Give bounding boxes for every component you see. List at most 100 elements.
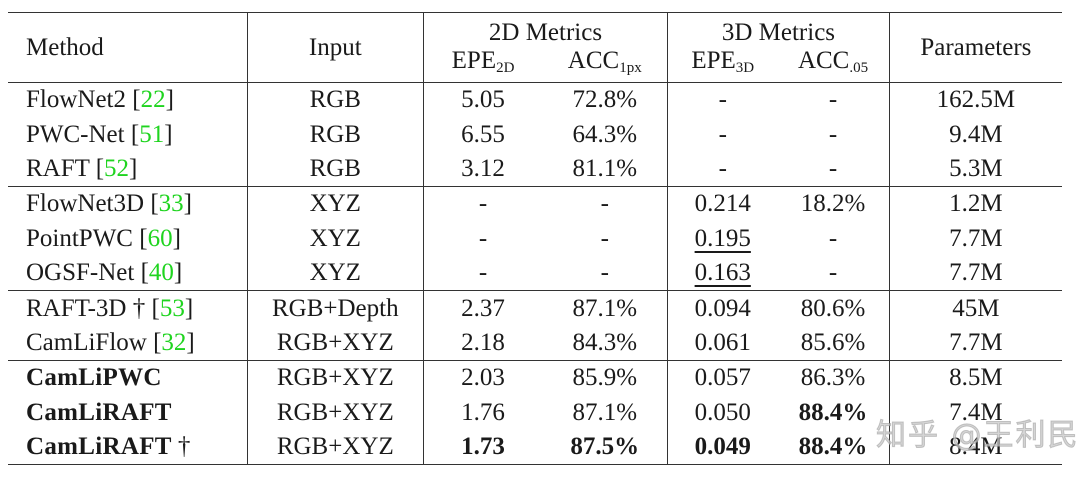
header-row-1: Method Input 2D Metrics 3D Metrics Param… <box>8 12 1062 83</box>
input-cell: RGB <box>247 117 424 152</box>
citation-link[interactable]: 32 <box>161 328 187 356</box>
acc05-cell: - <box>777 82 890 118</box>
acc1px-cell: - <box>542 186 669 222</box>
citation-link[interactable]: 53 <box>159 294 185 322</box>
header-parameters: Parameters <box>920 33 1032 61</box>
input-cell: XYZ <box>247 255 424 291</box>
table-row: FlowNet3D [33] XYZ - - 0.214 18.2% 1.2M <box>8 186 1062 222</box>
table-row: FlowNet2 [22] RGB 5.05 72.8% - - 162.5M <box>8 82 1062 118</box>
epe2d-cell: - <box>478 224 488 252</box>
input-cell: RGB <box>247 151 424 187</box>
epe3d-cell: 0.061 <box>694 328 751 356</box>
epe2d-cell-best: 1.73 <box>423 429 543 466</box>
acc1px-cell: 85.9% <box>542 360 669 396</box>
epe2d-cell: 5.05 <box>423 82 543 118</box>
method-cell: CamLiPWC <box>8 360 248 396</box>
epe3d-cell: - <box>718 120 727 148</box>
epe3d-cell: 0.214 <box>667 186 778 222</box>
params-cell: 7.4M <box>949 398 1003 426</box>
params-cell: 8.5M <box>889 360 1062 396</box>
citation-link[interactable]: 22 <box>140 86 166 114</box>
citation-link[interactable]: 33 <box>158 190 184 218</box>
second-best-value: 0.163 <box>694 259 751 287</box>
header-acc05: ACC.05 <box>777 47 890 83</box>
epe2d-cell: - <box>423 186 543 222</box>
table-row: CamLiFlow [32] RGB+XYZ 2.18 84.3% 0.061 … <box>8 325 1062 361</box>
method-cell: CamLiRAFT <box>8 395 248 430</box>
epe3d-cell: - <box>667 82 778 118</box>
input-cell: RGB+XYZ <box>247 395 424 430</box>
epe3d-cell: 0.057 <box>667 360 778 396</box>
header-3d-metrics: 3D Metrics <box>667 12 890 47</box>
input-cell: RGB+XYZ <box>247 429 424 466</box>
header-method: Method <box>8 12 248 83</box>
input-cell: RGB+Depth <box>247 290 424 326</box>
acc1px-cell: - <box>542 255 669 291</box>
method-cell: PointPWC [60] <box>8 221 248 256</box>
table-row: CamLiRAFT RGB+XYZ 1.76 87.1% 0.050 88.4%… <box>8 395 1062 430</box>
method-cell: RAFT [52] <box>8 151 248 187</box>
input-cell: XYZ <box>247 186 424 222</box>
epe2d-cell: 1.76 <box>461 398 505 426</box>
acc1px-cell-best: 87.5% <box>542 429 669 466</box>
acc05-cell: 86.3% <box>777 360 890 396</box>
acc1px-cell: 72.8% <box>542 82 669 118</box>
method-cell: PWC-Net [51] <box>8 117 248 152</box>
method-cell: CamLiFlow [32] <box>8 325 248 361</box>
table-row: CamLiPWC RGB+XYZ 2.03 85.9% 0.057 86.3% … <box>8 360 1062 396</box>
input-cell: RGB+XYZ <box>247 360 424 396</box>
epe3d-cell: 0.094 <box>667 290 778 326</box>
second-best-value: 0.195 <box>694 224 751 252</box>
epe3d-cell: 0.050 <box>694 398 751 426</box>
citation-link[interactable]: 40 <box>148 259 174 287</box>
epe2d-cell: - <box>478 259 488 287</box>
results-table-container: Method Input 2D Metrics 3D Metrics Param… <box>8 12 1062 466</box>
method-cell: CamLiRAFT † <box>8 429 248 466</box>
acc1px-cell: - <box>542 221 669 256</box>
epe3d-cell: 0.195 <box>668 222 778 256</box>
citation-link[interactable]: 60 <box>147 224 173 252</box>
params-cell: 7.7M <box>949 328 1003 356</box>
acc05-cell: - <box>777 117 890 152</box>
header-row-2: EPE2D ACC1px EPE3D ACC.05 <box>8 47 1062 83</box>
header-2d-metrics: 2D Metrics <box>423 12 669 47</box>
method-cell: FlowNet2 [22] <box>8 82 248 118</box>
params-cell: 162.5M <box>889 82 1062 118</box>
acc1px-cell: 81.1% <box>542 151 669 187</box>
citation-link[interactable]: 52 <box>104 154 130 182</box>
acc05-cell-best: 88.4% <box>777 429 890 466</box>
header-epe2d: EPE2D <box>451 47 515 76</box>
table-row: PointPWC [60] XYZ - - 0.195 - 7.7M <box>8 221 1062 256</box>
acc1px-cell: 87.1% <box>542 395 669 430</box>
table-row: CamLiRAFT † RGB+XYZ 1.73 87.5% 0.049 88.… <box>8 429 1062 466</box>
epe2d-cell: 2.18 <box>461 328 505 356</box>
method-cell: RAFT-3D † [53] <box>8 290 248 326</box>
acc1px-cell: 84.3% <box>542 325 669 361</box>
input-cell: RGB <box>247 82 424 118</box>
epe2d-cell: 3.12 <box>461 154 505 182</box>
header-epe3d: EPE3D <box>691 47 755 76</box>
epe3d-cell: 0.163 <box>668 256 778 291</box>
header-acc1px: ACC1px <box>542 47 669 83</box>
citation-link[interactable]: 51 <box>139 120 165 148</box>
acc05-cell: - <box>777 221 890 256</box>
table-row: RAFT [52] RGB 3.12 81.1% - - 5.3M <box>8 151 1062 187</box>
acc05-cell: 80.6% <box>777 290 890 326</box>
method-cell: FlowNet3D [33] <box>8 186 248 222</box>
epe2d-cell: 2.03 <box>423 360 543 396</box>
comparison-table: Method Input 2D Metrics 3D Metrics Param… <box>8 12 1062 466</box>
params-cell: 7.7M <box>949 224 1003 252</box>
header-input: Input <box>247 12 424 83</box>
epe3d-cell-best: 0.049 <box>667 429 778 466</box>
params-cell: 8.4M <box>889 429 1062 466</box>
acc1px-cell: 87.1% <box>542 290 669 326</box>
params-cell: 9.4M <box>949 120 1003 148</box>
epe2d-cell: 2.37 <box>423 290 543 326</box>
dagger-mark: † <box>132 294 146 322</box>
acc05-cell: - <box>777 255 890 291</box>
dagger-mark: † <box>177 433 191 461</box>
acc1px-cell: 64.3% <box>542 117 669 152</box>
table-row: OGSF-Net [40] XYZ - - 0.163 - 7.7M <box>8 255 1062 291</box>
params-cell: 45M <box>889 290 1062 326</box>
input-cell: RGB+XYZ <box>247 325 424 361</box>
